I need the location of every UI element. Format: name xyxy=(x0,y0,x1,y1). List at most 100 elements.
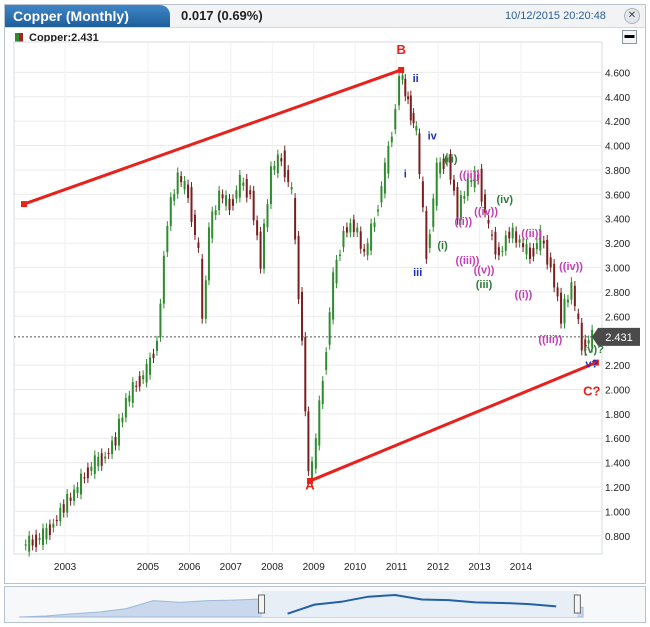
candle-body xyxy=(314,438,317,469)
candle-body xyxy=(180,176,183,183)
y-tick-label: 1.200 xyxy=(605,483,630,494)
wave-label: A xyxy=(305,477,315,492)
x-tick-label: 2008 xyxy=(261,562,284,573)
wave-label: (v)? xyxy=(584,344,604,356)
wave-label: iv xyxy=(428,130,438,142)
y-tick-label: 4.000 xyxy=(605,142,630,153)
candle-body xyxy=(100,453,103,466)
wave-label: ((ii)) xyxy=(459,169,480,181)
wave-label: (iv) xyxy=(497,194,514,206)
trendline-upper xyxy=(23,68,402,206)
candle-body xyxy=(522,243,525,248)
candle-body xyxy=(31,539,34,546)
wave-labels: BAC?iiiviiiiv?(ii)(i)(iii)(iv)(v)?((ii))… xyxy=(305,42,604,492)
candle-body xyxy=(283,150,286,178)
navigator-handle[interactable] xyxy=(573,594,581,614)
candle-body xyxy=(38,537,41,540)
navigator[interactable] xyxy=(4,586,646,623)
candle-body xyxy=(311,461,314,483)
y-tick-label: 0.800 xyxy=(605,532,630,543)
candle-body xyxy=(318,400,321,446)
candle-body xyxy=(459,195,462,220)
wave-label: v? xyxy=(585,359,598,371)
wave-label: ii xyxy=(413,73,419,85)
wave-label: i xyxy=(404,168,407,180)
price-chart: 4.600 4.400 4.200 4.000 3.800 3.600 3.400 3.200… xyxy=(13,41,640,573)
candle-body xyxy=(556,287,559,297)
wave-label: (ii) xyxy=(444,154,458,166)
candle-body xyxy=(518,239,521,243)
candle-body xyxy=(463,195,466,199)
candle-body xyxy=(363,248,366,252)
candle-body xyxy=(352,219,355,233)
candle-body xyxy=(566,299,569,303)
close-button[interactable]: ✕ xyxy=(624,8,640,24)
candle-body xyxy=(86,467,89,479)
x-tick-label: 2003 xyxy=(54,562,77,573)
y-tick-label: 2.200 xyxy=(605,361,630,372)
candle-body xyxy=(328,312,331,345)
candle-body xyxy=(249,190,252,195)
candle-body xyxy=(370,223,373,251)
candle-body xyxy=(104,456,107,459)
candle-body xyxy=(280,158,283,162)
candle-body xyxy=(242,182,245,186)
title-bar: Copper (Monthly) 0.017 (0.69%) 10/12/201… xyxy=(5,5,645,28)
candle-body xyxy=(28,535,31,552)
wave-label: C? xyxy=(583,384,600,399)
candle-body xyxy=(325,352,328,370)
candle-body xyxy=(390,136,393,143)
series-label: Copper:2.431 xyxy=(29,32,99,44)
candle-body xyxy=(494,231,497,255)
y-tick-label: 4.400 xyxy=(605,93,630,104)
candle-body xyxy=(124,398,127,418)
x-tick-label: 2013 xyxy=(468,562,491,573)
candle-body xyxy=(515,231,518,243)
candle-body xyxy=(456,187,459,220)
candle-body xyxy=(235,190,238,199)
candle-body xyxy=(473,170,476,188)
y-tick-label: 2.000 xyxy=(605,385,630,396)
candle-body xyxy=(504,235,507,251)
candle-body xyxy=(166,226,169,253)
candle-body xyxy=(45,528,48,540)
candle-body xyxy=(584,339,587,351)
wave-label: ((i)) xyxy=(515,289,533,301)
x-tick-label: 2011 xyxy=(386,562,408,573)
x-axis: 2003 2005 2006 2007 2008 2009 2010 2011 2012 2013… xyxy=(54,562,533,573)
series-color-icon xyxy=(15,33,23,43)
y-tick-label: 4.600 xyxy=(605,68,630,79)
candle-body xyxy=(201,258,204,319)
candle-body xyxy=(591,329,594,348)
candle-body xyxy=(266,204,269,228)
navigator-chart[interactable] xyxy=(5,587,645,622)
wave-label: ((iii)) xyxy=(456,255,480,267)
candle-body xyxy=(418,133,421,175)
candle-body xyxy=(35,534,38,548)
candle-body xyxy=(377,209,380,212)
candle-body xyxy=(59,507,62,522)
trendline-anchor xyxy=(21,201,27,208)
candle-body xyxy=(155,340,158,351)
price-series xyxy=(24,70,594,557)
y-tick-label: 2.600 xyxy=(605,312,630,323)
candle-body xyxy=(301,291,304,341)
candle-body xyxy=(73,489,76,501)
timestamp: 10/12/2015 20:20:48 xyxy=(505,10,606,22)
candle-body xyxy=(573,285,576,307)
candle-body xyxy=(66,493,69,513)
candle-body xyxy=(269,166,272,205)
candle-body xyxy=(79,473,82,495)
candle-body xyxy=(508,231,511,239)
minimize-button[interactable]: ▬ xyxy=(622,30,637,44)
candle-body xyxy=(211,211,214,239)
wave-label: ((iii)) xyxy=(538,334,562,346)
candle-body xyxy=(563,298,566,324)
navigator-handle[interactable] xyxy=(258,594,266,614)
wave-label: ((ii)) xyxy=(521,228,542,240)
candle-body xyxy=(415,126,418,131)
candle-body xyxy=(335,259,338,284)
candle-body xyxy=(114,437,117,446)
x-tick-label: 2007 xyxy=(220,562,243,573)
candle-body xyxy=(128,395,131,402)
